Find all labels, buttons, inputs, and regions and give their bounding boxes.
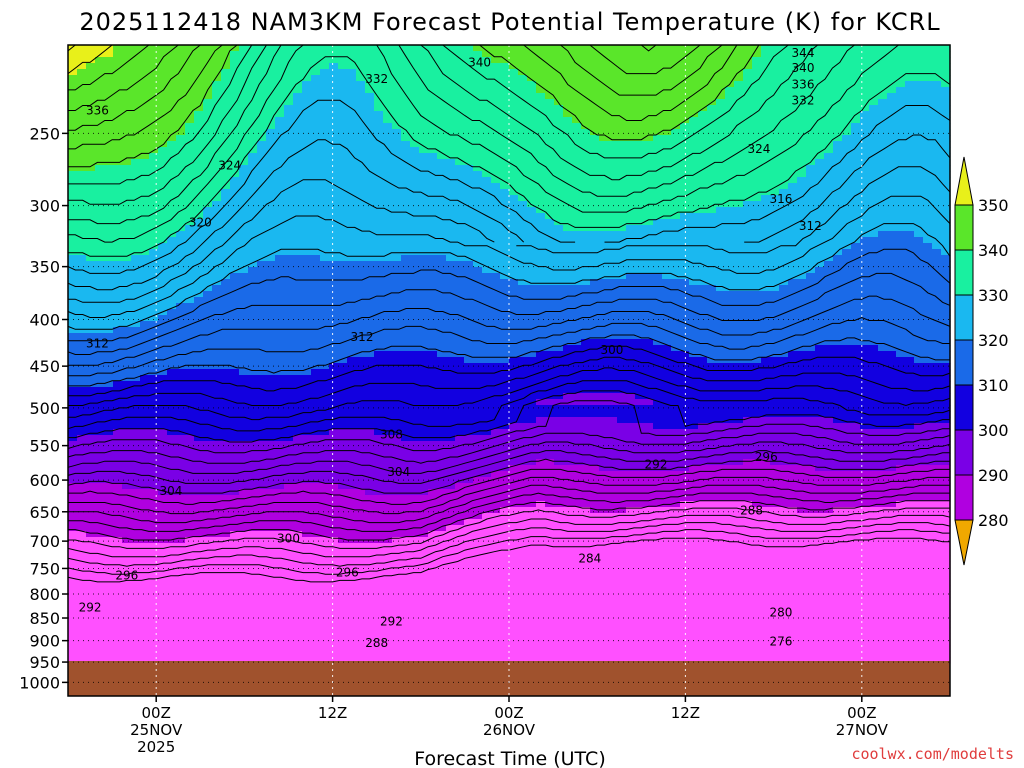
contour-label: 324 <box>747 142 770 156</box>
isentrope-contours <box>67 44 951 583</box>
temperature-bands <box>68 45 951 664</box>
y-tick-label: 700 <box>29 532 60 551</box>
contour-label: 292 <box>79 601 102 615</box>
contour-label: 340 <box>792 61 815 75</box>
x-tick-label: 12Z <box>318 704 347 722</box>
colorbar-segment <box>954 294 974 341</box>
credit-text: coolwx.com/modelts <box>851 745 1014 763</box>
colorbar-segment <box>954 339 974 386</box>
ground-surface <box>68 661 950 696</box>
y-tick-label: 550 <box>29 437 60 456</box>
y-tick-label: 400 <box>29 311 60 330</box>
contour-label: 340 <box>468 55 491 69</box>
contour-label: 288 <box>740 504 763 518</box>
y-axis-pressure: 250 300 350 400 450 500 550 600 650 700 750 800 850 9… <box>19 124 68 692</box>
contour-label: 312 <box>799 219 822 233</box>
colorbar: 280 290 300 310 320 330 340 350 <box>954 156 1009 566</box>
y-tick-label: 300 <box>29 197 60 216</box>
colorbar-tick-label: 280 <box>978 511 1009 530</box>
colorbar-tick-label: 340 <box>978 241 1009 260</box>
contour-label: 312 <box>351 330 374 344</box>
y-tick-label: 1000 <box>19 673 60 692</box>
colorbar-segment <box>954 204 974 251</box>
colorbar-tick-label: 300 <box>978 421 1009 440</box>
contour-label: 312 <box>86 337 109 351</box>
contour-label: 316 <box>769 192 792 206</box>
y-tick-label: 500 <box>29 399 60 418</box>
x-tick-label: 2025 <box>137 738 175 756</box>
y-tick-label: 650 <box>29 503 60 522</box>
x-tick-label: 25NOV <box>130 721 183 739</box>
contour-label: 292 <box>645 458 668 472</box>
contour-label: 300 <box>277 531 300 545</box>
colorbar-tick-label: 320 <box>978 331 1009 350</box>
contour-label: 332 <box>792 93 815 107</box>
x-tick-label: 00Z <box>142 704 171 722</box>
colorbar-tick-label: 350 <box>978 196 1009 215</box>
contour-label: 296 <box>755 450 778 464</box>
contour-label: 304 <box>387 465 410 479</box>
contour-label: 336 <box>86 104 109 118</box>
x-tick-label: 12Z <box>671 704 700 722</box>
y-tick-label: 800 <box>29 585 60 604</box>
colorbar-segment <box>954 429 974 476</box>
colorbar-segment <box>954 249 974 296</box>
y-tick-label: 750 <box>29 559 60 578</box>
colorbar-tick-label: 310 <box>978 376 1009 395</box>
chart-title: 2025112418 NAM3KM Forecast Potential Tem… <box>79 8 940 36</box>
y-tick-label: 950 <box>29 653 60 672</box>
y-tick-label: 900 <box>29 632 60 651</box>
contour-label: 296 <box>115 568 138 582</box>
y-tick-label: 850 <box>29 609 60 628</box>
y-tick-label: 450 <box>29 357 60 376</box>
x-axis-label: Forecast Time (UTC) <box>414 748 605 768</box>
contour-label: 336 <box>792 78 815 92</box>
contour-label: 288 <box>365 636 388 650</box>
colorbar-segment <box>954 384 974 431</box>
contour-label: 344 <box>792 46 815 60</box>
contour-label: 296 <box>336 566 359 580</box>
contour-label: 280 <box>769 605 792 619</box>
contour-label: 292 <box>380 614 403 628</box>
colorbar-segment <box>954 474 974 521</box>
y-tick-label: 600 <box>29 471 60 490</box>
y-tick-label: 350 <box>29 258 60 277</box>
grid-lines <box>68 45 950 696</box>
colorbar-tick-label: 330 <box>978 286 1009 305</box>
contour-label: 284 <box>578 551 601 565</box>
x-tick-label: 27NOV <box>836 721 889 739</box>
contour-label: 304 <box>159 484 182 498</box>
x-tick-label: 26NOV <box>483 721 536 739</box>
contour-label: 300 <box>600 343 623 357</box>
contour-label: 324 <box>218 158 241 172</box>
colorbar-extend-min <box>954 519 974 566</box>
contour-label: 276 <box>769 635 792 649</box>
x-tick-label: 00Z <box>847 704 876 722</box>
colorbar-extend-max <box>954 156 974 206</box>
contour-label: 308 <box>380 428 403 442</box>
y-tick-label: 250 <box>29 124 60 143</box>
contour-label: 320 <box>189 215 212 229</box>
contour-label: 332 <box>365 72 388 86</box>
x-tick-label: 00Z <box>494 704 523 722</box>
colorbar-tick-label: 290 <box>978 466 1009 485</box>
